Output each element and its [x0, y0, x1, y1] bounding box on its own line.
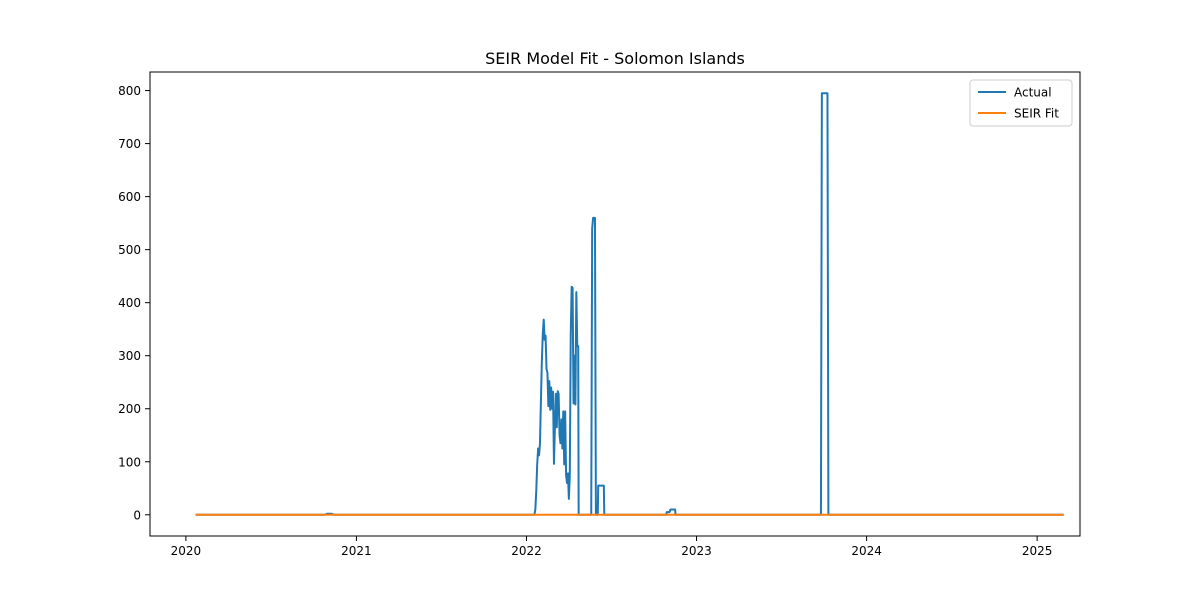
- y-tick-label: 600: [118, 190, 141, 204]
- y-axis: 0 100 200 300 400 500 600 700 800: [118, 84, 150, 522]
- series-line-actual: [195, 92, 1064, 516]
- series-layer: [195, 92, 1064, 516]
- legend-label: Actual: [1014, 86, 1052, 100]
- y-tick-label: 200: [118, 402, 141, 416]
- x-tick-label: 2025: [1022, 544, 1053, 558]
- y-tick-label: 400: [118, 296, 141, 310]
- axes-frame: [149, 71, 1081, 537]
- chart-title: SEIR Model Fit - Solomon Islands: [485, 49, 745, 68]
- x-tick-label: 2024: [851, 544, 882, 558]
- legend-label: SEIR Fit: [1014, 107, 1059, 121]
- x-tick-label: 2021: [341, 544, 372, 558]
- y-tick-label: 100: [118, 455, 141, 469]
- x-tick-label: 2023: [681, 544, 712, 558]
- x-tick-label: 2020: [171, 544, 202, 558]
- x-tick-label: 2022: [511, 544, 542, 558]
- y-tick-label: 800: [118, 84, 141, 98]
- y-tick-label: 500: [118, 243, 141, 257]
- legend: Actual SEIR Fit: [969, 79, 1073, 127]
- y-tick-label: 300: [118, 349, 141, 363]
- x-axis: 2020 2021 2022 2023 2024 2025: [171, 536, 1053, 558]
- y-tick-label: 700: [118, 137, 141, 151]
- y-tick-label: 0: [133, 508, 141, 522]
